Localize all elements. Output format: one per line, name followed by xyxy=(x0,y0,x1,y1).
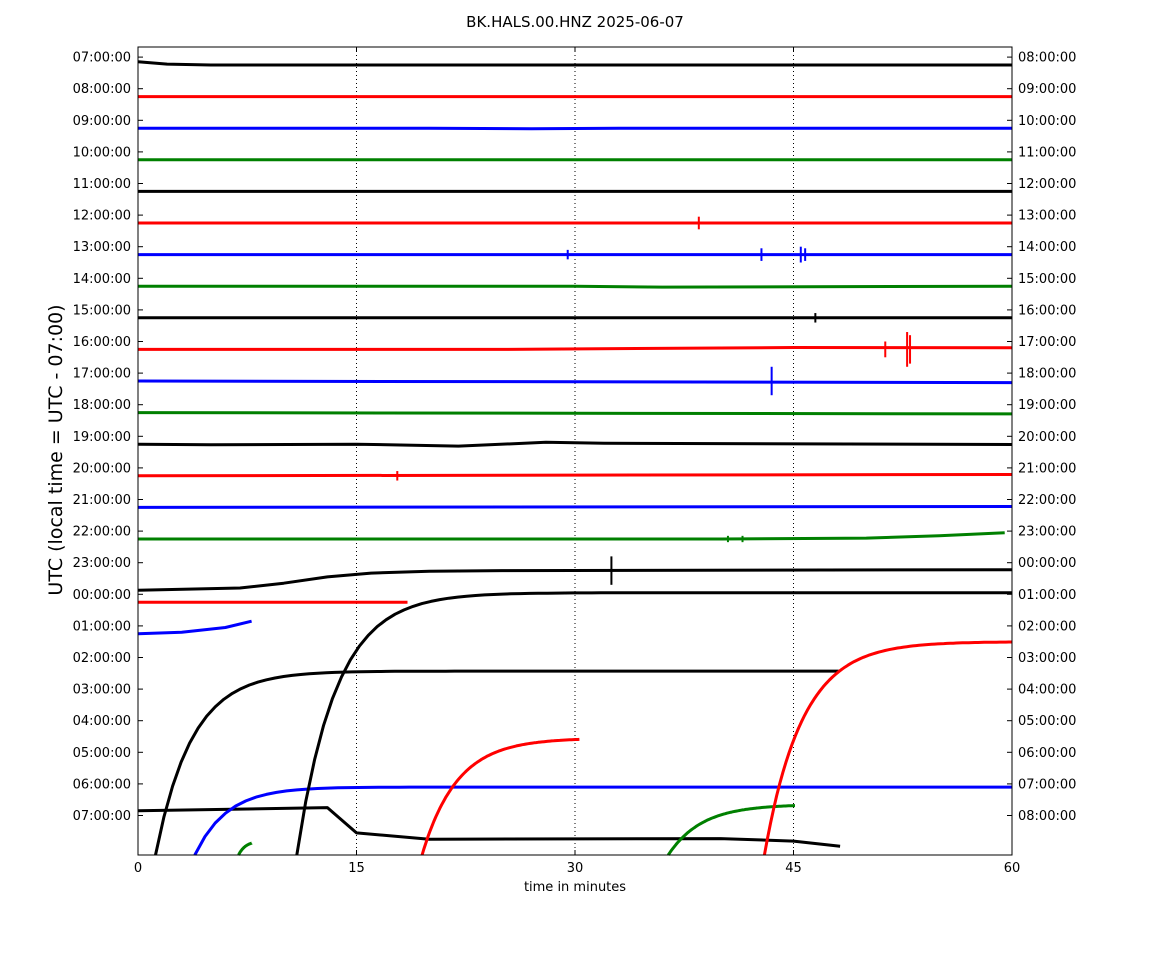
drift-curve-2 xyxy=(295,591,1012,856)
y-tick-label-left: 00:00:00 xyxy=(73,588,131,603)
y-tick-label-right: 07:00:00 xyxy=(1018,777,1076,792)
x-tick-label: 60 xyxy=(1004,861,1021,876)
chart-title: BK.HALS.00.HNZ 2025-06-07 xyxy=(466,13,684,31)
y-tick-label-right: 14:00:00 xyxy=(1018,240,1076,255)
trace-row-10 xyxy=(137,379,1013,385)
y-tick-label-right: 09:00:00 xyxy=(1018,82,1076,97)
y-tick-label-left: 15:00:00 xyxy=(73,303,131,318)
y-tick-label-right: 03:00:00 xyxy=(1018,651,1076,666)
y-tick-label-left: 20:00:00 xyxy=(73,461,131,476)
x-tick-label: 45 xyxy=(785,861,802,876)
trace-row-20 xyxy=(137,806,841,848)
y-tick-label-right: 16:00:00 xyxy=(1018,303,1076,318)
grid-layer xyxy=(356,47,794,855)
y-tick-label-left: 10:00:00 xyxy=(73,145,131,160)
x-axis-label: time in minutes xyxy=(524,880,626,895)
y-tick-label-left: 06:00:00 xyxy=(73,777,131,792)
y-tick-label-left: 12:00:00 xyxy=(73,209,131,224)
axis-layer: 0 15 30 45 60 07:00:00 08:00:00 09:00:00 10:00:0… xyxy=(73,47,1076,876)
y-axis-label: UTC (local time = UTC - 07:00) xyxy=(45,304,67,595)
trace-row-12 xyxy=(137,440,1013,448)
y-tick-label-right: 06:00:00 xyxy=(1018,746,1076,761)
y-tick-label-left: 03:00:00 xyxy=(73,683,131,698)
drift-curve-1 xyxy=(193,785,1012,856)
y-tick-label-left: 16:00:00 xyxy=(73,335,131,350)
trace-row-16 xyxy=(137,568,1013,592)
y-tick-label-left: 07:00:00 xyxy=(73,51,131,66)
y-tick-label-right: 13:00:00 xyxy=(1018,209,1076,224)
y-tick-label-left: 11:00:00 xyxy=(73,177,131,192)
trace-row-7 xyxy=(138,284,1013,289)
y-tick-label-left: 01:00:00 xyxy=(73,619,131,634)
y-tick-label-left: 08:00:00 xyxy=(73,82,131,97)
y-tick-label-right: 21:00:00 xyxy=(1018,461,1076,476)
y-tick-label-right: 18:00:00 xyxy=(1018,367,1076,382)
trace-row-11 xyxy=(137,411,1013,416)
drift-curve-5 xyxy=(762,640,1012,856)
traces-layer xyxy=(137,60,1013,857)
trace-row-13 xyxy=(137,473,1013,478)
y-tick-label-right: 19:00:00 xyxy=(1018,398,1076,413)
y-tick-label-right: 05:00:00 xyxy=(1018,714,1076,729)
y-tick-label-left: 17:00:00 xyxy=(73,367,131,382)
trace-row-2 xyxy=(138,126,1012,131)
y-tick-label-left: 02:00:00 xyxy=(73,651,131,666)
drift-curve-4 xyxy=(666,804,795,856)
y-tick-label-right: 10:00:00 xyxy=(1018,114,1076,129)
x-tick-label: 0 xyxy=(134,861,142,876)
y-tick-label-right: 08:00:00 xyxy=(1018,809,1076,824)
y-tick-label-right: 04:00:00 xyxy=(1018,683,1076,698)
y-tick-label-left: 13:00:00 xyxy=(73,240,131,255)
y-tick-label-right: 02:00:00 xyxy=(1018,619,1076,634)
y-tick-label-left: 14:00:00 xyxy=(73,272,131,287)
trace-row-14 xyxy=(137,505,1013,509)
trace-row-0 xyxy=(137,60,1012,67)
x-tick-label: 30 xyxy=(567,861,584,876)
y-tick-label-right: 12:00:00 xyxy=(1018,177,1076,192)
y-tick-label-right: 23:00:00 xyxy=(1018,525,1076,540)
y-tick-label-left: 18:00:00 xyxy=(73,398,131,413)
y-tick-label-left: 22:00:00 xyxy=(73,525,131,540)
drift-curve-0 xyxy=(154,669,839,856)
y-tick-label-right: 01:00:00 xyxy=(1018,588,1076,603)
y-tick-label-right: 11:00:00 xyxy=(1018,145,1076,160)
y-tick-label-left: 21:00:00 xyxy=(73,493,131,508)
y-tick-label-left: 07:00:00 xyxy=(73,809,131,824)
y-tick-label-right: 08:00:00 xyxy=(1018,51,1076,66)
trace-row-9 xyxy=(138,346,1013,351)
y-tick-label-left: 23:00:00 xyxy=(73,556,131,571)
y-tick-label-right: 22:00:00 xyxy=(1018,493,1076,508)
y-tick-label-left: 19:00:00 xyxy=(73,430,131,445)
drift-curve-6 xyxy=(237,841,253,857)
y-tick-label-left: 05:00:00 xyxy=(73,746,131,761)
y-tick-label-right: 00:00:00 xyxy=(1018,556,1076,571)
y-tick-label-right: 17:00:00 xyxy=(1018,335,1076,350)
plot-frame xyxy=(137,46,1013,856)
trace-row-15 xyxy=(138,531,1005,541)
y-tick-label-left: 09:00:00 xyxy=(73,114,131,129)
x-tick-label: 15 xyxy=(348,861,365,876)
y-tick-label-left: 04:00:00 xyxy=(73,714,131,729)
drift-curve-3 xyxy=(420,737,580,856)
trace-row-18 xyxy=(137,619,252,636)
y-tick-label-right: 20:00:00 xyxy=(1018,430,1076,445)
y-tick-label-right: 15:00:00 xyxy=(1018,272,1076,287)
